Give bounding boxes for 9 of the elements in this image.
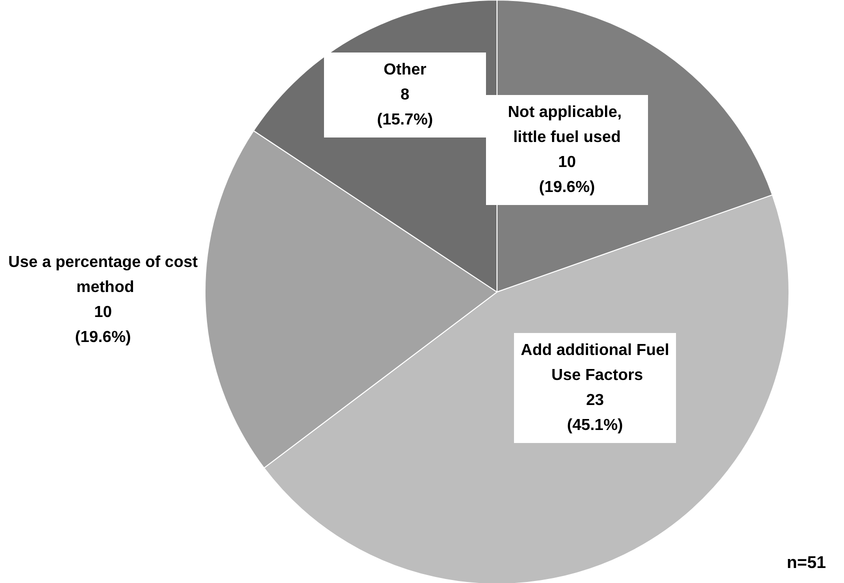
slice-label: Not applicable, little fuel used: [508, 104, 626, 146]
data-label: 10 (19.6%): [538, 154, 596, 196]
slice-label: Other: [384, 62, 426, 78]
text: n=51: [786, 553, 826, 572]
data-label: 23 (45.1%): [566, 392, 624, 434]
data-label: 10 (19.6%): [74, 304, 132, 346]
slice-label: Add additional Fuel Use Factors: [520, 342, 670, 384]
data-label: 8 (15.7%): [376, 86, 434, 128]
slice-label: Use a percentage of cost method: [8, 254, 198, 296]
